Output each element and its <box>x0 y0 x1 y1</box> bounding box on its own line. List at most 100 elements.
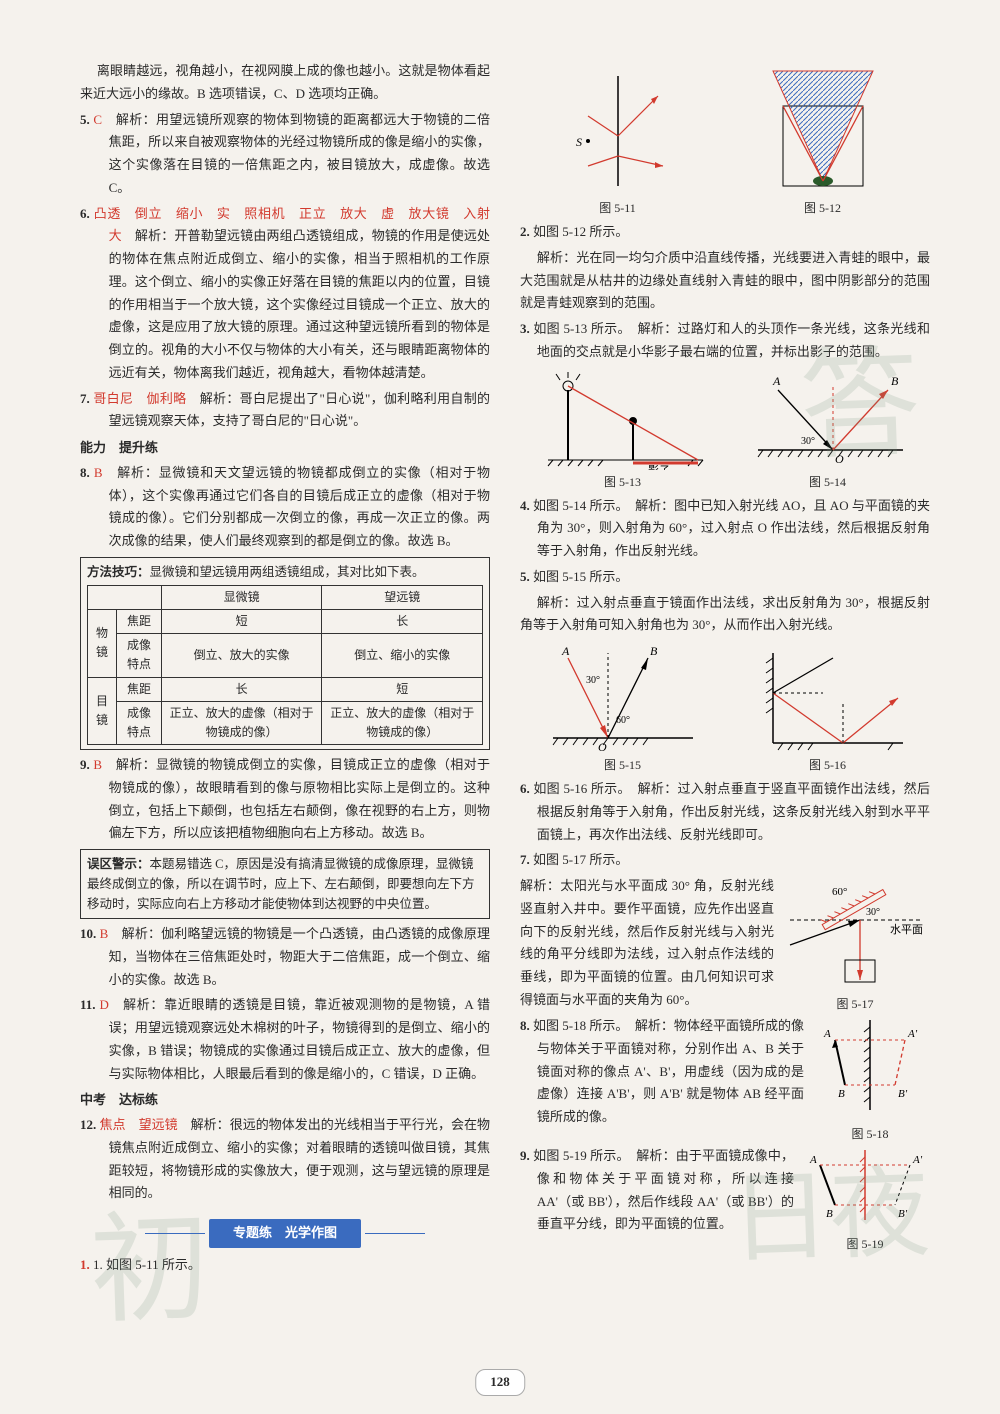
q-num: 7. <box>80 391 93 406</box>
svg-text:水平面: 水平面 <box>890 923 923 936</box>
q-num: 8. <box>80 465 94 480</box>
svg-text:30°: 30° <box>801 436 815 447</box>
row-eye: 目镜 <box>88 677 117 745</box>
diagram-5-14: A B O 30° <box>743 370 913 470</box>
q-num: 5. <box>80 112 93 127</box>
q-num: 7. <box>520 852 533 867</box>
q-num: 2. <box>520 224 533 239</box>
topic-banner: 专题练 光学作图 <box>80 1219 490 1248</box>
answer: B <box>94 465 103 480</box>
q-num: 12. <box>80 1117 100 1132</box>
item-7r-head: 7. 如图 5-17 所示。 <box>520 849 930 872</box>
diagram-5-17: 60° 30° 水平面 <box>780 875 930 985</box>
diagram-5-18: A B A' B' <box>810 1015 930 1115</box>
svg-text:30°: 30° <box>866 907 880 918</box>
method-box: 方法技巧：显微镜和望远镜用两组透镜组成，其对比如下表。 显微镜 望远镜 物镜 焦… <box>80 557 490 750</box>
answer: D <box>99 997 108 1012</box>
text: 1. 如图 5-11 所示。 <box>93 1257 201 1272</box>
head: 如图 5-16 所示。 <box>533 781 624 796</box>
cell: 倒立、放大的实像 <box>161 634 322 677</box>
head: 如图 5-18 所示。 <box>533 1018 622 1033</box>
svg-text:B: B <box>650 644 658 658</box>
explanation: 解析：显微镜和天文望远镜的物镜都成倒立的实像（相对于物体），这个实像再通过它们各… <box>103 465 490 548</box>
item-5r: 5. 如图 5-15 所示。 <box>520 566 930 589</box>
svg-text:60°: 60° <box>616 715 630 726</box>
page-columns: 离眼睛越远，视角越小，在视网膜上成的像也越小。这就是物体看起来近大远小的缘故。B… <box>80 60 930 1280</box>
caption: 图 5-16 <box>743 755 913 776</box>
svg-text:影子: 影子 <box>648 464 670 470</box>
answer: B <box>93 757 102 772</box>
page-number: 128 <box>475 1369 525 1396</box>
warning-box: 误区警示：本题易错选 C，原因是没有搞清显微镜的成像原理，显微镜最终成倒立的像，… <box>80 849 490 919</box>
answer: C <box>93 112 102 127</box>
svg-text:B': B' <box>898 1208 908 1220</box>
explanation: 解析：物体经平面镜所成的像与物体关于平面镜对称，分别作出 A、B 关于镜面对称的… <box>537 1018 804 1124</box>
svg-text:O: O <box>835 452 844 466</box>
item-7: 7. 哥白尼 伽利略 解析：哥白尼提出了"日心说"，伽利略利用自制的望远镜观察天… <box>80 388 490 434</box>
caption: 图 5-14 <box>743 472 913 493</box>
section-ability: 能力 提升练 <box>80 437 490 460</box>
svg-text:A: A <box>772 374 781 388</box>
item-10: 10. B 解析：伽利略望远镜的物镜是一个凸透镜，由凸透镜的成像原理知，当物体在… <box>80 923 490 991</box>
svg-text:B': B' <box>898 1088 908 1100</box>
diagram-5-13: 影子 <box>538 370 708 470</box>
q-num: 3. <box>520 321 533 336</box>
head: 如图 5-15 所示。 <box>533 569 628 584</box>
explanation: 解析：过入射点垂直于镜面作出法线，求出反射角为 30°，根据反射角等于入射角可知… <box>520 592 930 638</box>
item-4r: 4. 如图 5-14 所示。 解析：图中已知入射光线 AO，且 AO 与平面镜的… <box>520 495 930 563</box>
item-8: 8. B 解析：显微镜和天文望远镜的物镜都成倒立的实像（相对于物体），这个实像再… <box>80 462 490 553</box>
figure-5-18: A B A' B' 图 5-18 <box>810 1015 930 1145</box>
figure-5-17: 60° 30° 水平面 图 5-17 <box>780 875 930 1015</box>
q-num: 9. <box>80 757 93 772</box>
cell: 长 <box>322 609 483 633</box>
topic-title: 专题练 光学作图 <box>209 1219 361 1248</box>
svg-text:O: O <box>598 740 607 753</box>
caption: 图 5-11 <box>548 198 688 219</box>
figure-5-11: S 图 5-11 <box>548 66 688 219</box>
explanation: 解析：开普勒望远镜由两组凸透镜组成，物镜的作用是使远处的物体在焦点附近成倒立、缩… <box>109 228 490 380</box>
svg-text:30°: 30° <box>586 675 600 686</box>
figure-5-15: A B O 30° 60° 图 5-15 <box>538 643 708 776</box>
q-num: 6. <box>520 781 533 796</box>
figure-row-13-14: 影子 图 5-13 <box>520 370 930 493</box>
figure-5-13: 影子 图 5-13 <box>538 370 708 493</box>
diagram-5-15: A B O 30° 60° <box>538 643 708 753</box>
svg-text:A: A <box>809 1154 817 1166</box>
continuation-text: 离眼睛越远，视角越小，在视网膜上成的像也越小。这就是物体看起来近大远小的缘故。B… <box>80 60 490 106</box>
explanation: 解析：靠近眼睛的透镜是目镜，靠近被观测物的是物镜，A 错误；用望远镜观察远处木棉… <box>109 997 490 1080</box>
item-1-optics: 1. 1. 如图 5-11 所示。 <box>80 1254 490 1277</box>
explanation: 解析：显微镜的物镜成倒立的实像，目镜成正立的虚像（相对于物镜成的像），故眼睛看到… <box>102 757 490 840</box>
cell: 长 <box>161 677 322 701</box>
answer: 哥白尼 伽利略 <box>93 391 186 406</box>
answer: 焦点 望远镜 <box>100 1117 178 1132</box>
head: 如图 5-14 所示。 <box>533 498 622 513</box>
svg-text:A: A <box>561 644 570 658</box>
caption: 图 5-15 <box>538 755 708 776</box>
cell: 短 <box>161 609 322 633</box>
th-micro: 显微镜 <box>161 585 322 609</box>
left-column: 离眼睛越远，视角越小，在视网膜上成的像也越小。这就是物体看起来近大远小的缘故。B… <box>80 60 490 1280</box>
caption: 图 5-19 <box>800 1234 930 1255</box>
row-focal: 焦距 <box>116 609 161 633</box>
row-focal: 焦距 <box>116 677 161 701</box>
item-6: 6. 凸透 倒立 缩小 实 照相机 正立 放大 虚 放大镜 入射 大 解析：开普… <box>80 203 490 385</box>
q-num: 8. <box>520 1018 533 1033</box>
cell: 正立、放大的虚像（相对于物镜成的像） <box>322 701 483 744</box>
diagram-5-19: A B A' B' <box>800 1145 930 1225</box>
figure-5-14: A B O 30° 图 5-14 <box>743 370 913 493</box>
head: 如图 5-13 所示。 <box>533 321 624 336</box>
svg-text:B: B <box>891 374 899 388</box>
th-tele: 望远镜 <box>322 585 483 609</box>
figure-5-16: 图 5-16 <box>743 643 913 776</box>
caption: 图 5-13 <box>538 472 708 493</box>
explanation: 解析：伽利略望远镜的物镜是一个凸透镜，由凸透镜的成像原理知，当物体在三倍焦距处时… <box>108 926 490 987</box>
figure-5-19: A B A' B' 图 5-19 <box>800 1145 930 1255</box>
cell: 倒立、缩小的实像 <box>322 634 483 677</box>
item-11: 11. D 解析：靠近眼睛的透镜是目镜，靠近被观测物的是物镜，A 错误；用望远镜… <box>80 994 490 1085</box>
right-column: S 图 5-11 图 5-12 <box>520 60 930 1280</box>
item-3r: 3. 如图 5-13 所示。 解析：过路灯和人的头顶作一条光线，这条光线和地面的… <box>520 318 930 364</box>
row-img: 成像特点 <box>116 701 161 744</box>
svg-text:60°: 60° <box>832 886 847 898</box>
svg-text:B: B <box>838 1088 845 1100</box>
figure-row-15-16: A B O 30° 60° 图 5-15 <box>520 643 930 776</box>
